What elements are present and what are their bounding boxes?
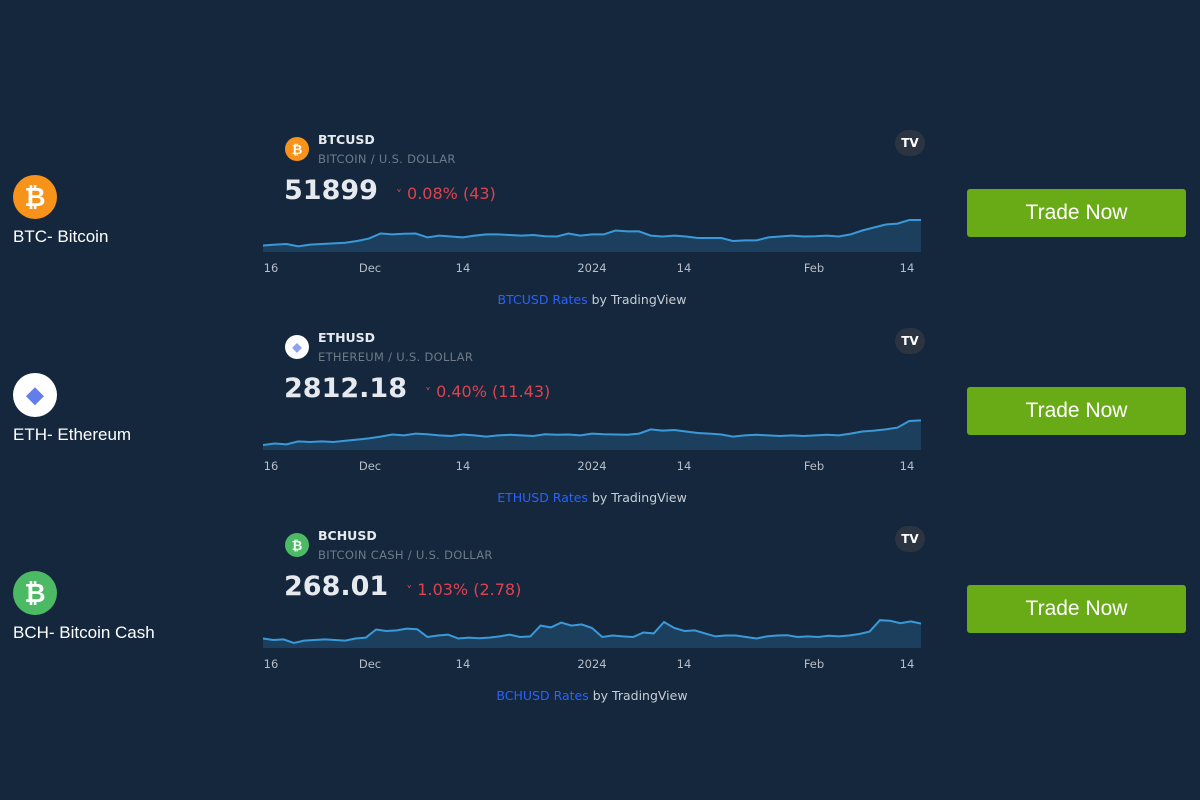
x-tick-label: 2024 [577, 657, 607, 671]
price: 51899 [284, 175, 378, 206]
price-change: ˅ 1.03% (2.78) [406, 580, 521, 599]
x-tick-label: 14 [676, 657, 692, 671]
x-tick-label: 14 [899, 459, 915, 473]
x-tick-label: 14 [899, 657, 915, 671]
sparkline-line [263, 619, 921, 645]
trade-now-button[interactable]: Trade Now [967, 189, 1186, 237]
sparkline-chart [263, 419, 921, 450]
crypto-row: ◆ ETH- Ethereum ◆ ETHUSD ETHEREUM / U.S.… [0, 328, 1200, 526]
coin-label: ETH- Ethereum [13, 425, 132, 444]
symbol-name[interactable]: BTCUSD [318, 132, 375, 147]
coin-label: BCH- Bitcoin Cash [13, 623, 155, 642]
x-tick-label: 14 [455, 459, 471, 473]
crypto-row: ₿ BCH- Bitcoin Cash ₿ BCHUSD BITCOIN CAS… [0, 526, 1200, 724]
x-tick-label: 16 [263, 261, 279, 275]
sparkline-chart [263, 619, 921, 648]
symbol-name[interactable]: ETHUSD [318, 330, 376, 345]
bitcoin-icon: ₿ [285, 137, 309, 161]
tradingview-logo-icon[interactable]: TV [895, 526, 925, 552]
x-tick-label: 14 [676, 459, 692, 473]
bitcoin-icon: ₿ [13, 175, 57, 219]
attribution: BCHUSD Rates by TradingView [263, 688, 921, 703]
symbol-description: ETHEREUM / U.S. DOLLAR [318, 350, 474, 364]
price-change: ˅ 0.40% (11.43) [425, 382, 550, 401]
sparkline-area [263, 420, 921, 450]
crypto-row: ₿ BTC- Bitcoin ₿ BTCUSD BITCOIN / U.S. D… [0, 130, 1200, 328]
coin-info: ◆ ETH- Ethereum [13, 373, 131, 444]
rates-link[interactable]: BTCUSD Rates [497, 292, 588, 307]
x-tick-label: Dec [358, 261, 382, 275]
attribution: ETHUSD Rates by TradingView [263, 490, 921, 505]
sparkline-area [263, 220, 921, 252]
x-axis: 16 Dec 14 2024 14 Feb 14 [263, 459, 921, 473]
rates-link[interactable]: BCHUSD Rates [496, 688, 589, 703]
x-tick-label: Dec [358, 459, 382, 473]
price-line: 2812.18 ˅ 0.40% (11.43) [284, 373, 550, 404]
ethereum-icon: ◆ [13, 373, 57, 417]
tradingview-logo-icon[interactable]: TV [895, 328, 925, 354]
attribution-suffix: by TradingView [587, 292, 687, 307]
x-tick-label: 14 [899, 261, 915, 275]
x-axis: 16 Dec 14 2024 14 Feb 14 [263, 657, 921, 671]
chevron-down-icon: ˅ [406, 584, 413, 598]
x-tick-label: Feb [803, 657, 825, 671]
price: 2812.18 [284, 373, 407, 404]
price-line: 51899 ˅ 0.08% (43) [284, 175, 496, 206]
price-line: 268.01 ˅ 1.03% (2.78) [284, 571, 521, 602]
symbol-description: BITCOIN CASH / U.S. DOLLAR [318, 548, 493, 562]
trade-now-button[interactable]: Trade Now [967, 585, 1186, 633]
trade-now-button[interactable]: Trade Now [967, 387, 1186, 435]
sparkline-line [263, 419, 921, 446]
tradingview-widget[interactable]: ₿ BTCUSD BITCOIN / U.S. DOLLAR 51899 ˅ 0… [263, 130, 925, 310]
sparkline-line [263, 219, 921, 248]
coin-label: BTC- Bitcoin [13, 227, 109, 246]
attribution-suffix: by TradingView [587, 490, 687, 505]
x-tick-label: 16 [263, 459, 279, 473]
sparkline-area [263, 620, 921, 648]
price-change: ˅ 0.08% (43) [396, 184, 496, 203]
x-tick-label: 14 [676, 261, 692, 275]
coin-info: ₿ BCH- Bitcoin Cash [13, 571, 155, 642]
x-tick-label: Feb [803, 459, 825, 473]
x-tick-label: Dec [358, 657, 382, 671]
tradingview-widget[interactable]: ◆ ETHUSD ETHEREUM / U.S. DOLLAR 2812.18 … [263, 328, 925, 508]
coin-info: ₿ BTC- Bitcoin [13, 175, 108, 246]
symbol-description: BITCOIN / U.S. DOLLAR [318, 152, 456, 166]
chevron-down-icon: ˅ [395, 188, 402, 202]
price-change-value: 0.08% (43) [407, 184, 496, 203]
x-tick-label: 16 [263, 657, 279, 671]
tradingview-logo-icon[interactable]: TV [895, 130, 925, 156]
tradingview-widget[interactable]: ₿ BCHUSD BITCOIN CASH / U.S. DOLLAR 268.… [263, 526, 925, 706]
x-tick-label: 2024 [577, 261, 607, 275]
attribution-suffix: by TradingView [588, 688, 688, 703]
x-tick-label: Feb [803, 261, 825, 275]
rates-link[interactable]: ETHUSD Rates [497, 490, 588, 505]
x-tick-label: 14 [455, 261, 471, 275]
x-axis: 16 Dec 14 2024 14 Feb 14 [263, 261, 921, 275]
sparkline-chart [263, 219, 921, 252]
symbol-name[interactable]: BCHUSD [318, 528, 377, 543]
price: 268.01 [284, 571, 389, 602]
attribution: BTCUSD Rates by TradingView [263, 292, 921, 307]
price-change-value: 1.03% (2.78) [417, 580, 522, 599]
price-change-value: 0.40% (11.43) [436, 382, 551, 401]
x-tick-label: 14 [455, 657, 471, 671]
bitcoin-cash-icon: ₿ [13, 571, 57, 615]
bitcoin-cash-icon: ₿ [285, 533, 309, 557]
chevron-down-icon: ˅ [424, 386, 431, 400]
x-tick-label: 2024 [577, 459, 607, 473]
ethereum-icon: ◆ [285, 335, 309, 359]
